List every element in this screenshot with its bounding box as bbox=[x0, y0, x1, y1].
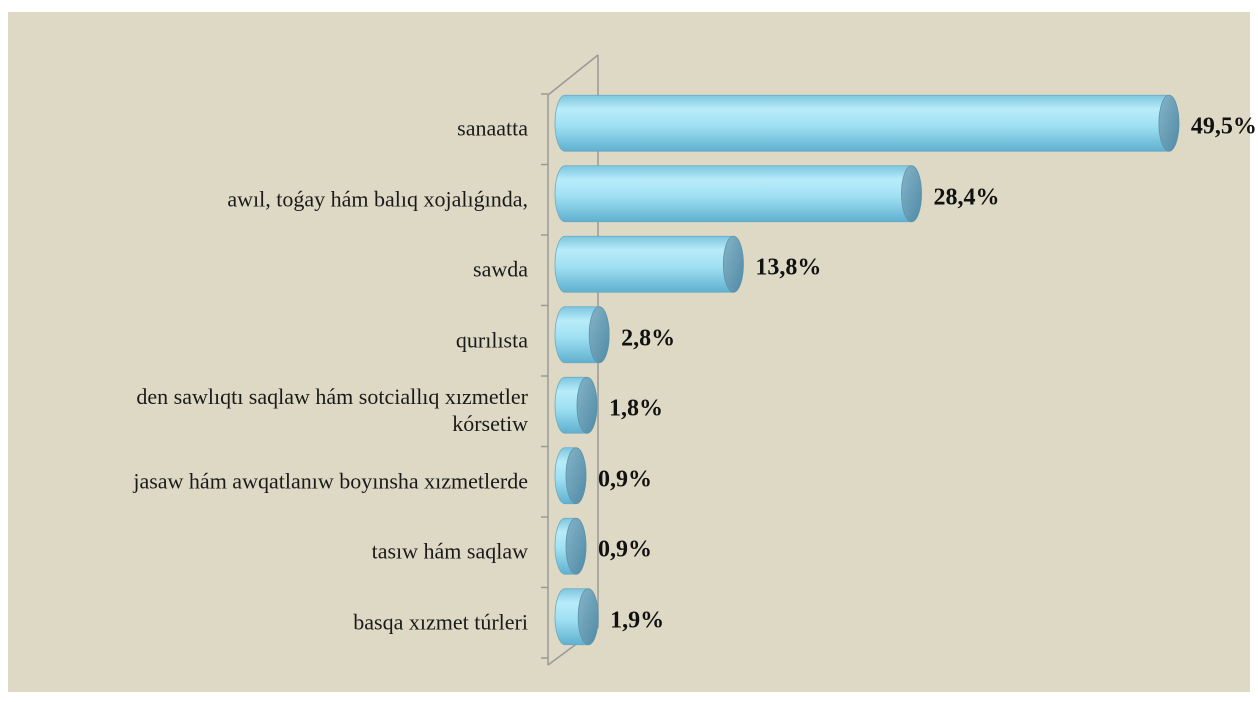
bar-cap bbox=[1158, 94, 1180, 152]
bar-cap bbox=[565, 447, 587, 505]
bar bbox=[554, 94, 1180, 152]
bar bbox=[554, 165, 922, 223]
value-label: 1,8% bbox=[608, 395, 663, 422]
category-label: sanaatta bbox=[457, 115, 528, 141]
value-label: 49,5% bbox=[1190, 113, 1257, 140]
value-label: 0,9% bbox=[597, 536, 652, 563]
value-label: 1,9% bbox=[610, 607, 665, 634]
category-label: den sawlıqtı saqlaw hám sotciallıq xızme… bbox=[136, 384, 528, 437]
value-label: 2,8% bbox=[621, 325, 676, 352]
category-label: awıl, toǵay hám balıq xojalıǵında, bbox=[227, 186, 528, 212]
category-label: basqa xızmet túrleri bbox=[353, 609, 528, 635]
value-label: 13,8% bbox=[755, 254, 822, 281]
value-label: 0,9% bbox=[597, 466, 652, 493]
category-label: qurılısta bbox=[455, 327, 528, 353]
bar-cap bbox=[577, 588, 599, 646]
bar-cap bbox=[576, 376, 598, 434]
axis-edge bbox=[547, 54, 599, 96]
bar-cap bbox=[588, 306, 610, 364]
category-label: jasaw hám awqatlanıw boyınsha xızmetlerd… bbox=[133, 468, 528, 494]
value-label: 28,4% bbox=[933, 184, 1000, 211]
bar bbox=[554, 235, 744, 293]
bar-cap bbox=[901, 165, 922, 223]
category-label: sawda bbox=[473, 256, 528, 282]
bar-cap bbox=[565, 517, 587, 575]
category-label: tasıw hám saqlaw bbox=[371, 538, 528, 564]
category-ticks bbox=[541, 93, 548, 659]
bar-cap bbox=[722, 235, 744, 293]
